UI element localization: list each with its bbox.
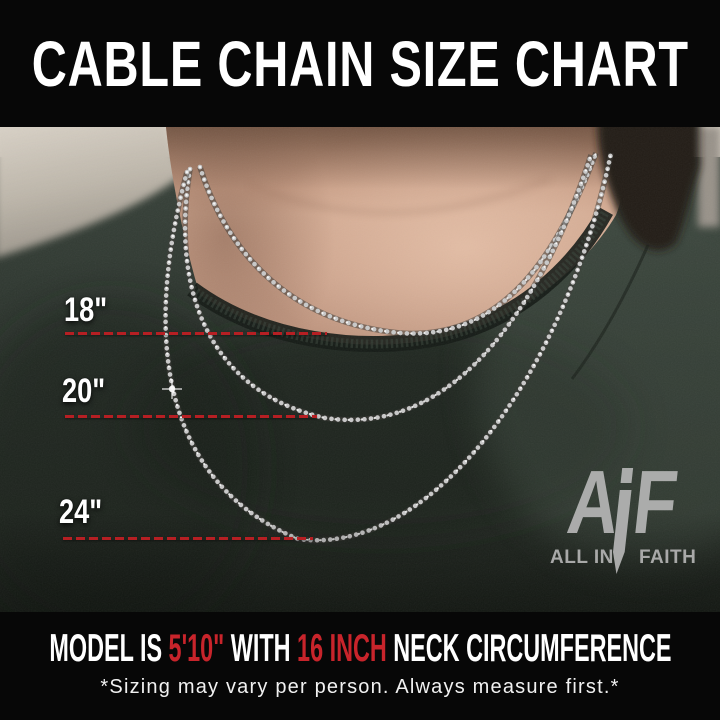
model-info-part1: MODEL IS <box>48 627 169 670</box>
sword-icon <box>612 490 632 574</box>
measurement-label-24in: 24" <box>59 493 103 531</box>
header-bar: CABLE CHAIN SIZE CHART <box>0 0 720 127</box>
footer-bar: MODEL IS 5'10" WITH 16 INCH NECK CIRCUMF… <box>0 612 720 720</box>
measurement-label-18in: 18" <box>64 291 108 329</box>
brand-logo: A F ALL IN FAITH <box>550 460 696 574</box>
model-photo <box>0 127 720 612</box>
sizing-disclaimer: *Sizing may vary per person. Always meas… <box>100 676 620 698</box>
measurement-label-20in: 20" <box>62 372 106 410</box>
logo-words-left: ALL IN <box>550 547 614 568</box>
film-grain <box>0 127 720 612</box>
model-height-value: 5'10" <box>168 627 224 670</box>
logo-letter-f: F <box>628 460 682 553</box>
model-info-line: MODEL IS 5'10" WITH 16 INCH NECK CIRCUMF… <box>49 629 671 668</box>
model-neck-value: 16 INCH <box>296 627 387 670</box>
photo-illustration <box>0 127 720 612</box>
measurement-line-24in <box>63 537 313 540</box>
measurement-line-18in <box>65 332 327 335</box>
page-title: CABLE CHAIN SIZE CHART <box>31 27 689 100</box>
model-info-part3: NECK CIRCUMFERENCE <box>386 627 672 670</box>
logo-words-right: FAITH <box>639 547 696 568</box>
logo-letter-a: A <box>563 460 625 553</box>
logo-i-dot <box>620 468 634 483</box>
measurement-line-20in <box>65 415 317 418</box>
model-info-part2: WITH <box>223 627 297 670</box>
